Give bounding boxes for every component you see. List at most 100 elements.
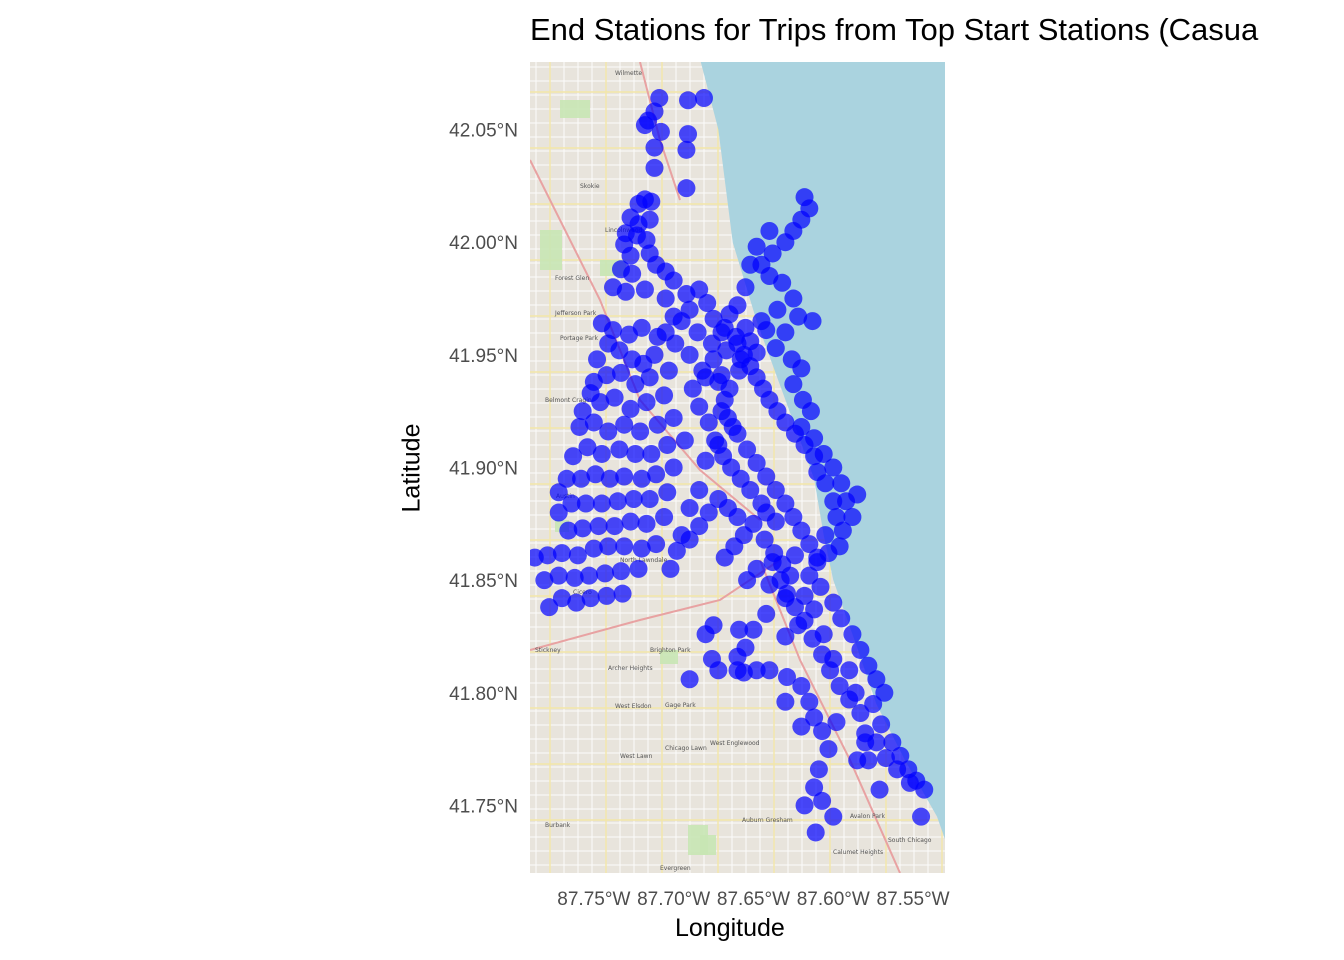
data-point	[824, 593, 843, 612]
data-point	[696, 625, 715, 644]
data-point	[800, 566, 819, 585]
data-point	[728, 424, 747, 443]
map-label: West Englewood	[710, 740, 760, 747]
data-point	[805, 778, 824, 797]
data-point	[728, 334, 747, 353]
data-point	[776, 589, 795, 608]
data-point	[680, 670, 699, 689]
data-point	[610, 440, 629, 459]
data-point	[658, 483, 677, 502]
map-label: Jefferson Park	[554, 310, 597, 317]
data-point	[573, 519, 592, 538]
data-point	[637, 514, 656, 533]
data-point	[867, 670, 886, 689]
data-point	[664, 458, 683, 477]
data-point	[883, 733, 902, 752]
data-point	[813, 791, 832, 810]
data-point	[621, 512, 640, 531]
data-point	[792, 359, 811, 378]
data-point	[600, 469, 619, 488]
data-point	[709, 490, 728, 509]
data-point	[584, 539, 603, 558]
data-point	[572, 469, 591, 488]
data-point	[608, 492, 627, 511]
data-point	[715, 548, 734, 567]
data-point	[615, 467, 634, 486]
data-point	[760, 661, 779, 680]
data-point	[552, 589, 571, 608]
data-point	[814, 625, 833, 644]
data-point	[540, 598, 559, 617]
data-point	[747, 453, 766, 472]
data-point	[792, 717, 811, 736]
data-point	[819, 740, 838, 759]
data-point	[589, 517, 608, 536]
data-point	[808, 553, 827, 572]
data-point	[900, 773, 919, 792]
map-label: Wilmette	[615, 70, 642, 77]
data-point	[805, 708, 824, 727]
map-label: Gage Park	[665, 702, 696, 709]
data-point	[611, 562, 630, 581]
data-point	[747, 661, 766, 680]
data-point	[567, 593, 586, 612]
data-point	[604, 278, 622, 297]
map-label: North Lawndale	[620, 557, 668, 564]
data-point	[690, 481, 709, 500]
data-point	[811, 577, 830, 596]
data-point	[624, 490, 643, 509]
data-point	[808, 463, 827, 482]
data-point	[757, 604, 776, 623]
data-point	[659, 361, 678, 380]
data-point	[530, 548, 544, 567]
map-label: Portage Park	[560, 335, 598, 342]
park-area	[560, 100, 590, 118]
data-point	[677, 179, 696, 198]
data-point	[699, 413, 718, 432]
data-point	[824, 807, 843, 826]
data-point	[605, 517, 624, 536]
park-area	[660, 650, 678, 664]
y-tick-label: 41.90°N	[449, 459, 518, 480]
data-point	[803, 312, 822, 331]
data-point	[597, 586, 616, 605]
data-point	[679, 125, 698, 144]
data-point	[795, 796, 814, 815]
data-point	[581, 384, 600, 403]
data-point	[611, 260, 630, 279]
data-point	[760, 221, 779, 240]
data-point	[755, 530, 774, 549]
data-point	[736, 278, 755, 297]
data-point	[784, 508, 803, 527]
data-point	[870, 780, 889, 799]
data-point	[715, 390, 734, 409]
data-point	[578, 438, 597, 457]
data-point	[833, 521, 852, 540]
data-point	[776, 494, 795, 513]
data-point	[712, 323, 731, 342]
data-point	[728, 647, 747, 666]
data-point	[848, 485, 867, 504]
map-label: Forest Glen	[555, 275, 589, 282]
park-area	[700, 835, 716, 855]
map-label: Archer Heights	[608, 665, 653, 672]
data-point	[661, 559, 680, 578]
data-point	[635, 280, 654, 299]
data-point	[645, 158, 664, 177]
data-point	[631, 422, 650, 441]
map-label: Avalon Park	[850, 813, 886, 820]
data-point	[851, 704, 870, 723]
data-point	[637, 393, 656, 412]
data-point	[832, 474, 851, 493]
data-point	[621, 208, 640, 227]
data-point	[752, 312, 771, 331]
data-point	[565, 568, 584, 587]
data-point	[680, 345, 699, 364]
data-point	[611, 363, 630, 382]
data-point	[800, 535, 819, 554]
data-point	[851, 640, 870, 659]
data-point	[599, 422, 618, 441]
data-point	[651, 122, 670, 141]
map-label: Auburn Gresham	[742, 817, 793, 824]
